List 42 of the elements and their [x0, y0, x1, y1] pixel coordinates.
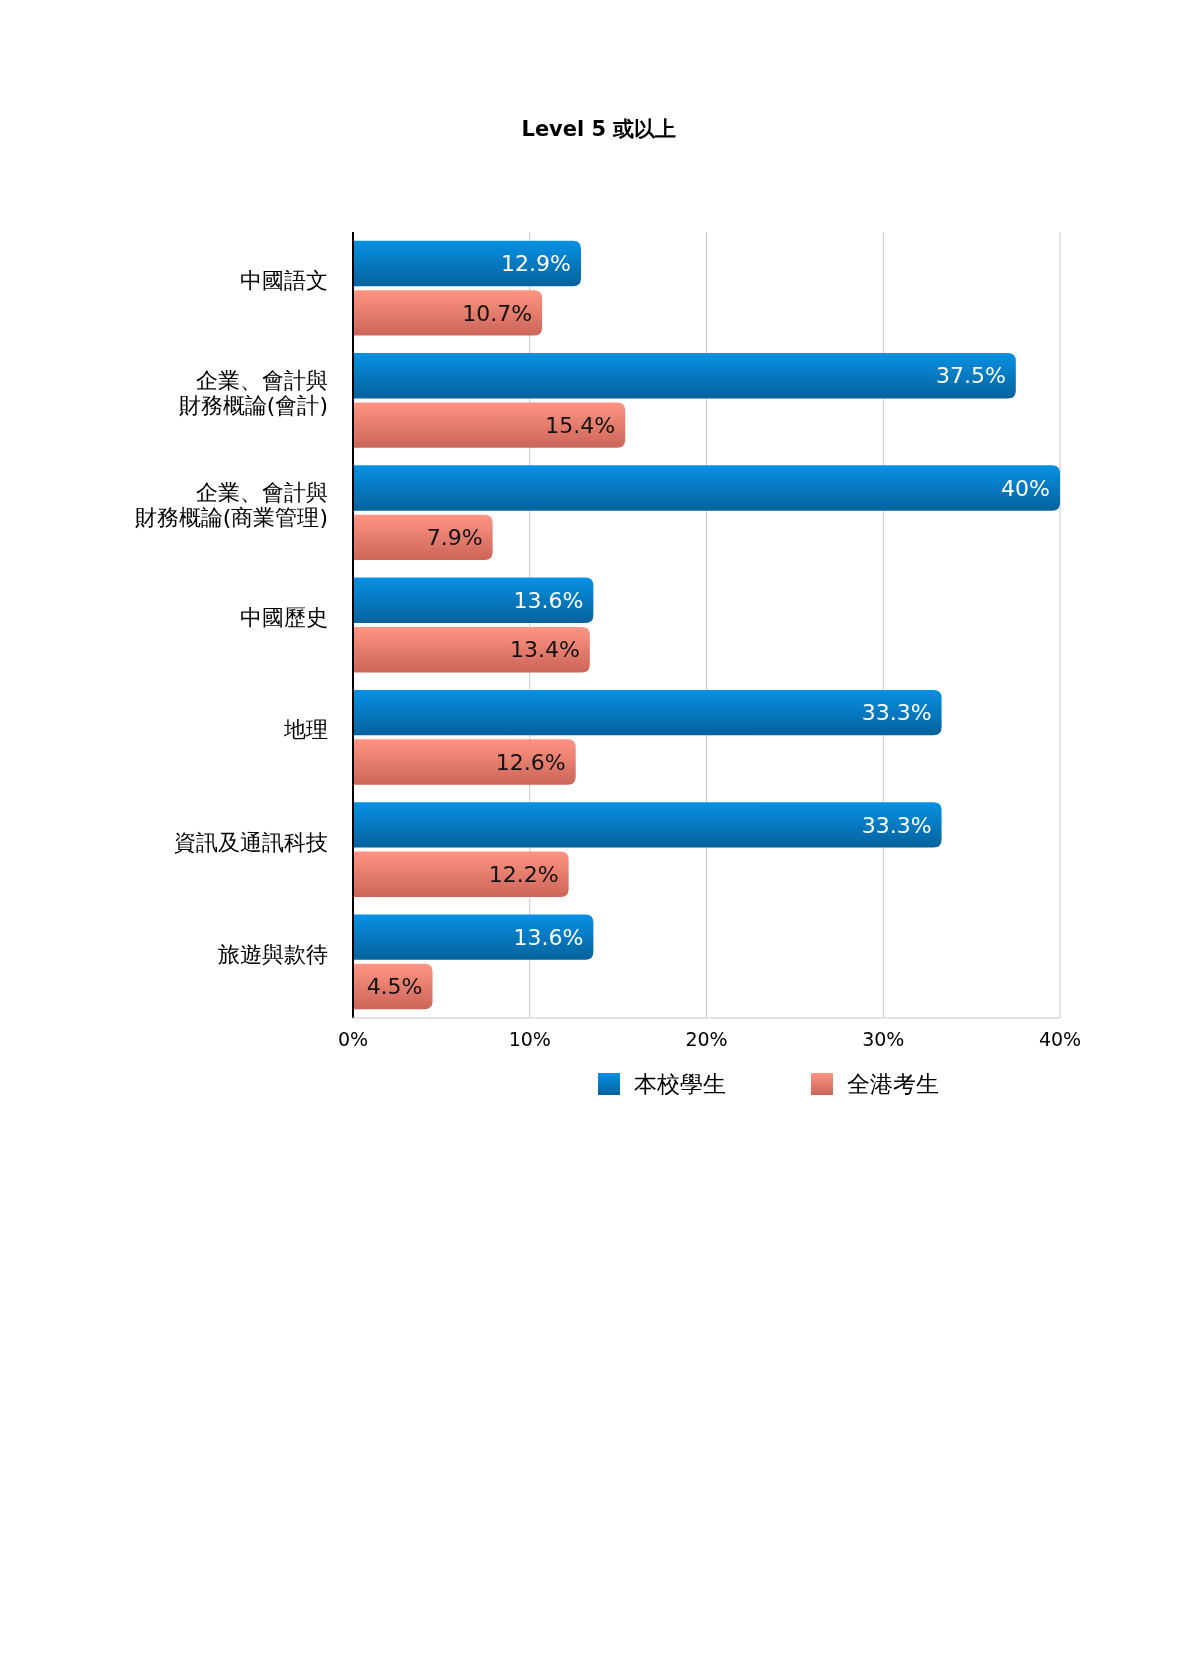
- data-label: 7.9%: [426, 525, 483, 551]
- bar: [353, 627, 590, 673]
- bar: [353, 240, 582, 287]
- legend-label: 全港考生: [847, 1071, 939, 1098]
- chart-title: Level 5 或以上: [521, 117, 677, 141]
- data-label: 37.5%: [935, 363, 1006, 389]
- data-label: 12.9%: [501, 251, 572, 277]
- bar: [353, 802, 942, 848]
- y-tick-label: 企業、會計與財務概論(會計): [178, 367, 328, 418]
- bar: [353, 739, 576, 785]
- y-tick-label: 中國語文: [240, 268, 328, 294]
- bar: [353, 290, 543, 336]
- data-label: 12.2%: [488, 861, 559, 887]
- x-tick-label: 30%: [862, 1028, 905, 1050]
- bar: [353, 514, 493, 561]
- x-tick-label: 10%: [508, 1028, 551, 1050]
- bar: [353, 914, 594, 960]
- bar: [353, 689, 942, 736]
- data-label: 33.3%: [861, 700, 932, 726]
- bar: [353, 577, 594, 623]
- data-label: 15.4%: [545, 412, 616, 438]
- x-tick-label: 20%: [685, 1028, 728, 1050]
- x-tick-label: 40%: [1038, 1028, 1082, 1050]
- y-tick-label: 中國歷史: [240, 605, 328, 630]
- data-label: 10.7%: [462, 300, 533, 326]
- y-tick-label: 地理: [283, 717, 328, 743]
- y-tick-label: 企業、會計與財務概論(商業管理): [134, 480, 328, 531]
- bar: [353, 353, 1016, 399]
- x-tick-label: 0%: [337, 1028, 369, 1050]
- bar: [353, 851, 569, 897]
- y-tick-label: 旅遊與款待: [218, 941, 328, 967]
- data-label: 13.6%: [513, 924, 584, 950]
- bar: [353, 402, 626, 448]
- data-label: 13.4%: [509, 637, 580, 663]
- data-label: 40%: [1001, 475, 1050, 501]
- bar: [353, 465, 1060, 511]
- data-label: 12.6%: [495, 749, 566, 775]
- data-label: 13.6%: [513, 588, 584, 613]
- y-tick-label: 資訊及通訊科技: [174, 829, 328, 855]
- data-label: 4.5%: [366, 974, 423, 1000]
- data-label: 33.3%: [861, 812, 932, 838]
- legend-label: 本校學生: [634, 1071, 726, 1098]
